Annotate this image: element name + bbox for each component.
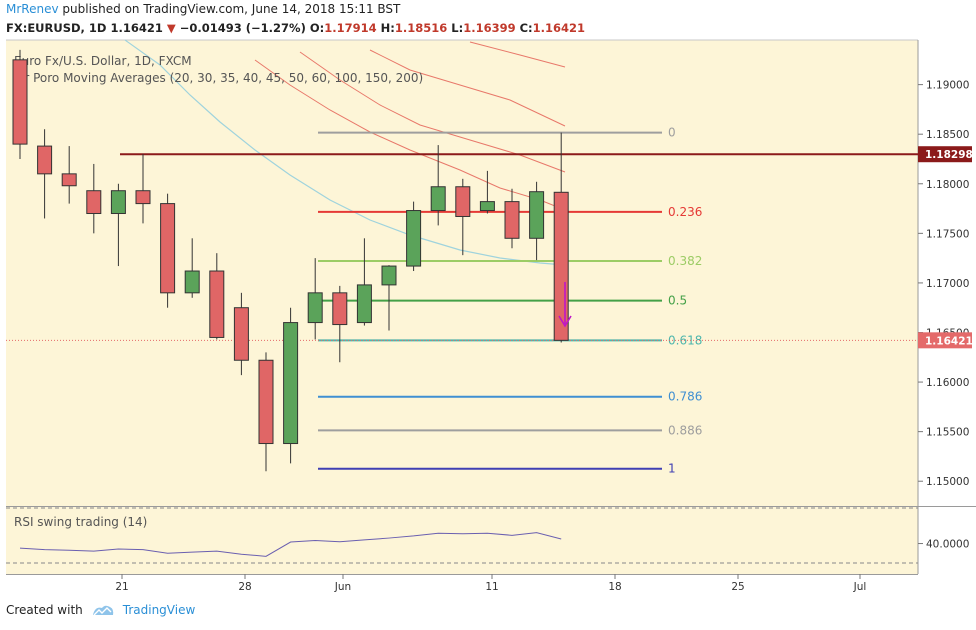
fib-level-label: 0.5 [668, 294, 687, 308]
ohlc-header: FX:EURUSD, 1D 1.16421 ▼ −0.01493 (−1.27%… [6, 21, 585, 35]
resistance [6, 153, 918, 341]
candle-bearish [504, 201, 520, 239]
moving-averages [124, 39, 566, 266]
candle-bearish [37, 145, 53, 175]
indicator-legend: Mr Poro Moving Averages (20, 30, 35, 40,… [14, 71, 423, 85]
price-tick-label: 1.18500 [926, 129, 969, 141]
rsi-tick-label: 40.0000 [926, 539, 969, 551]
down-arrow-icon: ▼ [166, 21, 176, 35]
fib-level-label: 0.382 [668, 254, 702, 268]
time-tick-label: 25 [731, 581, 744, 593]
ma-line-light-blue [124, 39, 566, 266]
candle-bearish [209, 270, 225, 338]
close-label: C: [519, 21, 533, 35]
published-text: published on TradingView.com, June 14, 2… [62, 2, 401, 16]
candle-bearish [455, 186, 471, 217]
candle-bearish [86, 190, 102, 215]
price-tag-label: 1.18298 [925, 149, 973, 161]
candle-bullish [529, 191, 545, 239]
candle-bullish [356, 284, 372, 324]
price-tick-label: 1.18000 [926, 179, 969, 191]
candles [12, 49, 569, 472]
close-value: 1.16421 [532, 21, 586, 35]
price-axis: 1.190001.185001.180001.175001.170001.165… [918, 80, 969, 488]
time-tick-label: 28 [238, 581, 251, 593]
price-tick-label: 1.16000 [926, 377, 969, 389]
author-name[interactable]: MrRenev [6, 2, 59, 16]
candle-bearish [332, 292, 348, 326]
price-tick-label: 1.17000 [926, 278, 969, 290]
price-tag-box [918, 146, 972, 163]
open-value: 1.17914 [324, 21, 377, 35]
time-tick-label: 21 [115, 581, 128, 593]
price-change: −0.01493 (−1.27%) [179, 21, 306, 35]
candle-bullish [479, 201, 495, 212]
candle-bullish [110, 190, 126, 215]
created-with-text: Created with [6, 603, 83, 617]
candle-bullish [406, 210, 422, 267]
symbol-label: FX:EURUSD, 1D [6, 21, 107, 35]
fib-level-label: 0.236 [668, 205, 702, 219]
rsi-line [19, 532, 562, 557]
time-tick-label: Jul [853, 581, 867, 593]
fib-level-label: 0 [668, 126, 676, 140]
rsi-legend: RSI swing trading (14) [14, 515, 147, 529]
low-label: L: [451, 21, 464, 35]
price-tick-label: 1.15000 [926, 476, 969, 488]
fib-level-label: 1 [668, 462, 676, 476]
ma-line-red-3 [369, 49, 566, 127]
price-tick-label: 1.17500 [926, 228, 969, 240]
time-tick-label: 18 [608, 581, 621, 593]
candle-bearish [160, 203, 176, 294]
price-tick-label: 1.15500 [926, 427, 969, 439]
tradingview-brand-link[interactable]: TradingView [122, 603, 196, 617]
candle-bullish [307, 292, 323, 324]
tradingview-logo-icon [92, 605, 113, 616]
candle-bearish [135, 190, 151, 205]
candle-bullish [430, 186, 446, 212]
candle-bearish [12, 59, 28, 145]
ma-line-red-1 [254, 59, 566, 211]
fib-level-label: 0.886 [668, 423, 702, 437]
price-tag-box [918, 332, 972, 349]
price-tag-label: 1.16421 [925, 335, 973, 347]
time-axis: 21 28 Jun 11 18 25 Jul [115, 574, 866, 593]
instrument-legend: Euro Fx/U.S. Dollar, 1D, FXCM [14, 54, 192, 68]
fibonacci-levels: 0 0.236 0.382 0.5 0.618 0.786 0.886 1 [318, 126, 702, 476]
price-tags: 1.18298 1.16421 [918, 146, 973, 349]
time-tick-label: Jun [334, 581, 351, 593]
candle-bullish [283, 322, 299, 445]
rsi-pane: 40.0000 [19, 532, 969, 557]
ma-line-red-4 [469, 41, 566, 68]
fib-level-label: 0.786 [668, 390, 702, 404]
publish-info: MrRenev published on TradingView.com, Ju… [6, 2, 400, 16]
candle-bearish [61, 173, 77, 187]
price-tick-label: 1.19000 [926, 80, 969, 92]
time-tick-label: 11 [485, 581, 498, 593]
footer: Created with TradingView [6, 603, 195, 617]
candle-bearish [258, 359, 274, 445]
high-label: H: [380, 21, 395, 35]
main-pane-background [6, 40, 918, 506]
fib-level-label: 0.618 [668, 333, 702, 347]
candle-bullish [381, 265, 397, 286]
open-label: O: [309, 21, 325, 35]
last-price: 1.16421 [110, 21, 163, 35]
high-value: 1.18516 [394, 21, 448, 35]
candle-bullish [184, 270, 200, 294]
target-arrow-icon [558, 282, 572, 328]
candle-bearish [233, 307, 249, 361]
low-value: 1.16399 [463, 21, 516, 35]
